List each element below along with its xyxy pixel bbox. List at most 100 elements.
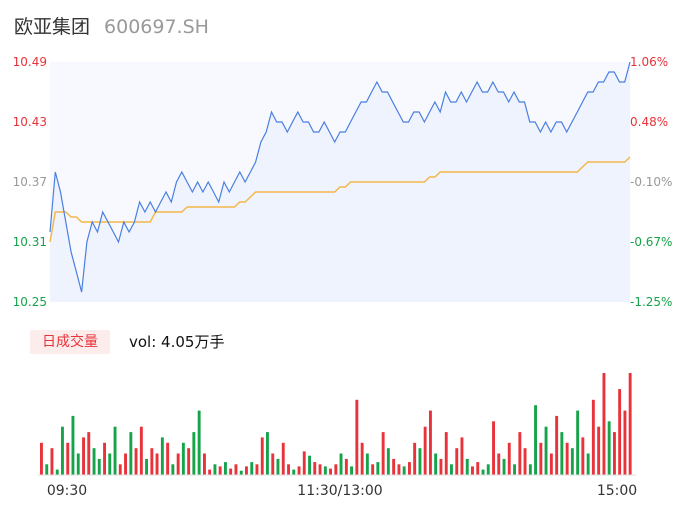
average-price-line [49, 156, 631, 243]
volume-bar [271, 453, 275, 475]
volume-bar [560, 432, 564, 475]
volume-bar [308, 455, 311, 475]
volume-bar [355, 399, 359, 475]
pct-tick-0: 1.06% [630, 55, 668, 69]
volume-bar [203, 453, 206, 475]
volume-bar [623, 410, 627, 475]
volume-bar [549, 453, 553, 475]
volume-bar [591, 399, 595, 475]
volume-bar [176, 453, 180, 475]
volume-bar [76, 453, 80, 475]
volume-bar [565, 442, 569, 475]
volume-bar [534, 405, 537, 475]
volume-bar [187, 448, 191, 475]
volume-bar [429, 410, 432, 475]
price-tick-4: 10.25 [13, 295, 47, 309]
time-label-open: 09:30 [47, 483, 87, 499]
volume-bar [497, 453, 501, 475]
volume-bar [602, 373, 606, 475]
volume-bar [523, 448, 527, 475]
price-line [49, 61, 631, 293]
volume-bar [229, 468, 233, 475]
volume-bar [539, 442, 543, 475]
volume-bar [266, 432, 269, 475]
volume-bar [145, 458, 148, 475]
volume-bar [103, 442, 106, 475]
volume-bar [281, 442, 285, 475]
volume-bar [318, 464, 322, 475]
volume-bar [518, 432, 522, 475]
price-chart: 10.49 10.43 10.37 10.31 10.25 1.06% 0.48… [13, 55, 673, 309]
price-tick-3: 10.31 [13, 235, 47, 249]
volume-bar [134, 448, 138, 475]
volume-bar [413, 442, 417, 475]
volume-bar [339, 453, 343, 475]
volume-bar [502, 458, 506, 475]
pct-tick-2: -0.10% [630, 175, 672, 189]
volume-bar [513, 464, 516, 475]
volume-bar [418, 448, 422, 475]
volume-bar [376, 462, 380, 475]
volume-bar [344, 458, 348, 475]
volume-bar [97, 458, 101, 475]
volume-bar [250, 462, 254, 475]
volume-bar [450, 464, 453, 475]
volume-bar [66, 442, 70, 475]
volume-bar [139, 426, 143, 475]
volume-bar [439, 458, 443, 475]
volume-bar [628, 373, 632, 475]
volume-bar [350, 466, 353, 475]
volume-bar [381, 432, 385, 475]
volume-bar [208, 469, 212, 475]
volume-bar [544, 426, 548, 475]
volume-bar [460, 437, 464, 475]
volume-bar [618, 389, 622, 475]
volume-bar [486, 464, 490, 475]
stock-code: 600697.SH [104, 16, 209, 38]
time-label-close: 15:00 [597, 483, 637, 499]
daily-volume-tab[interactable]: 日成交量 [30, 330, 110, 354]
pct-tick-1: 0.48% [630, 115, 668, 129]
volume-bar [55, 469, 59, 475]
volume-bar [329, 468, 332, 475]
volume-bars [40, 373, 632, 475]
volume-bar [129, 432, 133, 475]
volume-bar [465, 458, 469, 475]
volume-bar [45, 464, 49, 475]
price-tick-2: 10.37 [13, 175, 47, 189]
stock-name: 欧亚集团 [14, 16, 91, 38]
volume-bar [255, 464, 259, 475]
volume-bar [213, 464, 217, 475]
volume-bar [124, 453, 127, 475]
volume-bar [528, 464, 532, 475]
volume-bar [287, 464, 290, 475]
volume-bar [155, 453, 159, 475]
volume-bar [471, 466, 474, 475]
volume-bar [150, 448, 154, 475]
stock-header: 欧亚集团 600697.SH [14, 12, 209, 40]
volume-bar [576, 410, 580, 475]
volume-bar [50, 448, 54, 475]
volume-bar [607, 421, 611, 475]
price-tick-1: 10.43 [13, 115, 47, 129]
volume-bar [292, 469, 296, 475]
time-label-midday: 11:30/13:00 [297, 483, 382, 499]
volume-bar [245, 466, 248, 475]
volume-bar [481, 469, 485, 475]
volume-bar [276, 458, 280, 475]
volume-bar [360, 442, 364, 475]
volume-readout: vol: 4.05万手 [129, 333, 225, 351]
volume-bar [171, 464, 175, 475]
volume-bar [118, 464, 122, 475]
volume-bar [218, 466, 222, 475]
volume-bar [82, 437, 85, 475]
volume-bar [397, 464, 401, 475]
volume-bar [197, 410, 201, 475]
volume-bar [40, 442, 43, 475]
volume-bar [87, 432, 91, 475]
volume-bar [434, 453, 438, 475]
volume-bar [586, 453, 590, 475]
volume-bar [423, 426, 427, 475]
volume-bar [581, 437, 585, 475]
volume-bar [234, 464, 238, 475]
